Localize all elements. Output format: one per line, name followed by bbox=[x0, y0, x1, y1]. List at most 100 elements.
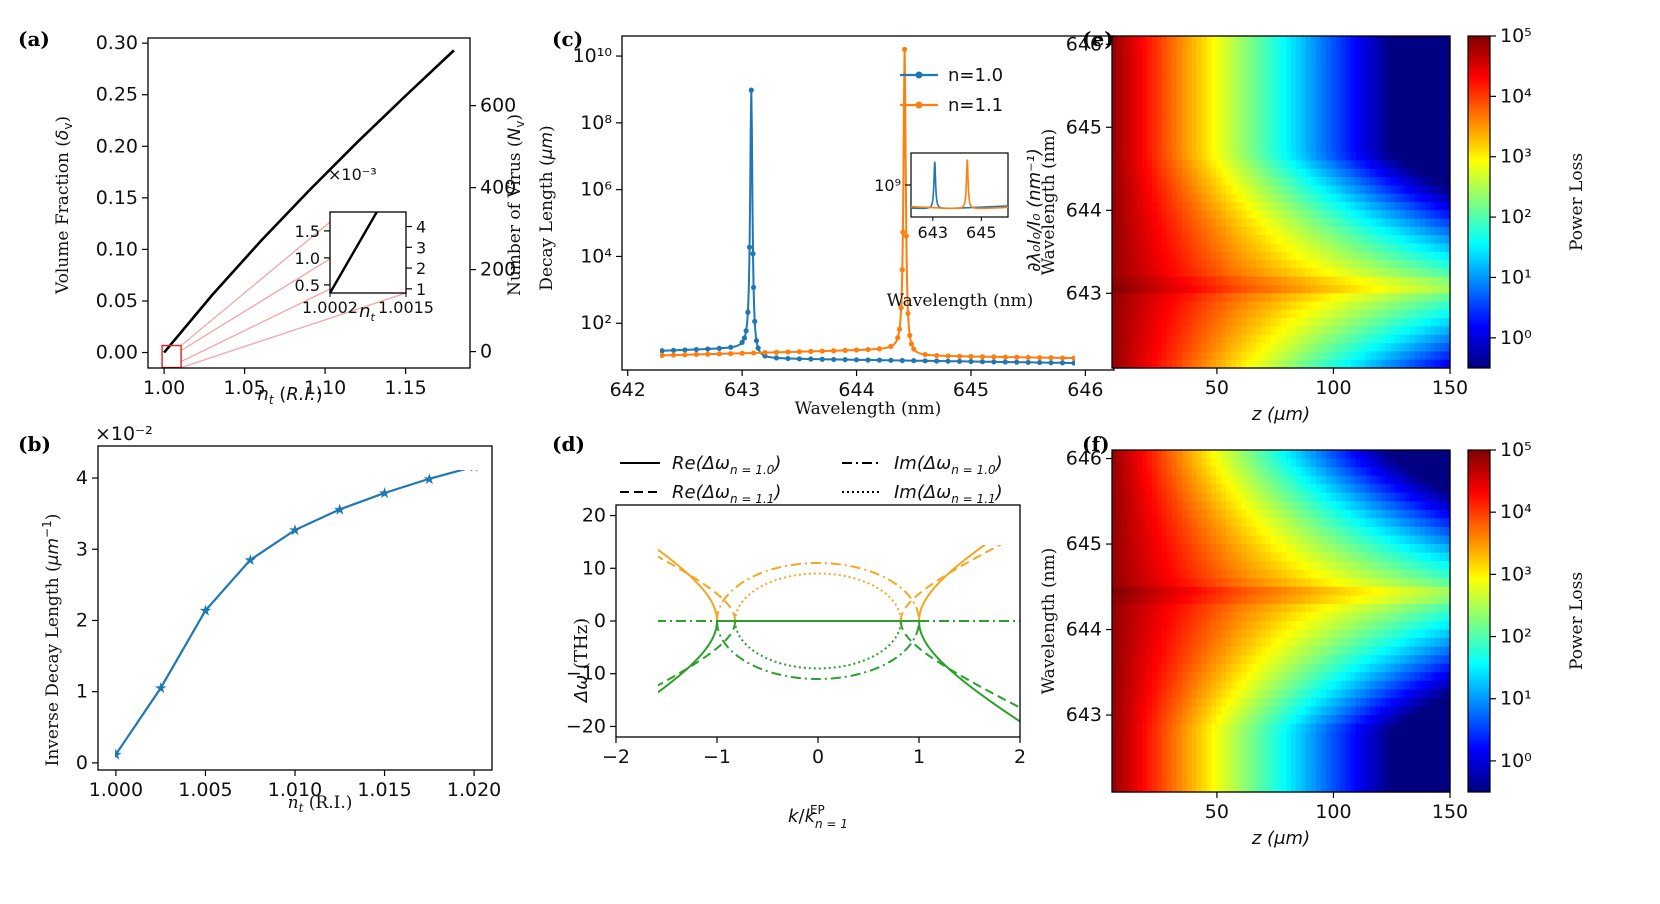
panel-e-heatmap-cell bbox=[1335, 52, 1342, 62]
panel-e-heatmap-cell bbox=[1300, 152, 1307, 162]
panel-e-heatmap-cell bbox=[1221, 218, 1227, 228]
panel-e-heatmap-cell bbox=[1335, 276, 1342, 286]
panel-e-heatmap-cell bbox=[1211, 251, 1217, 261]
panel-e-heatmap-cell bbox=[1211, 85, 1217, 95]
panel-f-heatmap-cell bbox=[1112, 655, 1118, 665]
panel-e-heatmap-cell bbox=[1385, 60, 1391, 70]
panel-f-heatmap-cell bbox=[1285, 655, 1292, 665]
panel-e-heatmap-cell bbox=[1435, 285, 1441, 294]
panel-e-heatmap-cell bbox=[1315, 226, 1322, 236]
panel-e-heatmap-cell bbox=[1241, 268, 1247, 278]
panel-e-heatmap-cell bbox=[1395, 243, 1401, 253]
panel-e-heatmap-cell bbox=[1410, 268, 1416, 278]
panel-f-heatmap-cell bbox=[1112, 458, 1118, 468]
panel-e-heatmap-cell bbox=[1345, 52, 1352, 62]
panel-f-heatmap-cell bbox=[1390, 612, 1396, 622]
panel-f-heatmap-cell bbox=[1121, 552, 1128, 562]
panel-e-heatmap-cell bbox=[1290, 251, 1297, 261]
panel-e-heatmap-cell bbox=[1146, 77, 1153, 87]
panel-e-heatmap-cell bbox=[1345, 276, 1352, 286]
panel-f-heatmap-cell bbox=[1440, 561, 1446, 571]
panel-e-heatmap-cell bbox=[1300, 293, 1307, 303]
panel-e-heatmap-cell bbox=[1325, 94, 1332, 103]
panel-f-heatmap-cell bbox=[1305, 518, 1312, 528]
panel-f-heatmap-cell bbox=[1241, 595, 1247, 605]
panel-e-heatmap-cell bbox=[1126, 285, 1133, 294]
panel-e-heatmap-cell bbox=[1131, 135, 1138, 145]
panel-f-heatmap-cell bbox=[1325, 552, 1332, 562]
panel-f-heatmap-cell bbox=[1196, 612, 1203, 622]
panel-f-heatmap-cell bbox=[1360, 680, 1367, 690]
panel-f-heatmap-cell bbox=[1161, 586, 1168, 596]
panel-f-heatmap-cell bbox=[1156, 672, 1163, 682]
panel-f-heatmap-cell bbox=[1335, 509, 1342, 519]
panel-f-heatmap-cell bbox=[1246, 629, 1252, 639]
panel-e-heatmap-cell bbox=[1151, 185, 1158, 195]
panel-e-heatmap-cell bbox=[1315, 160, 1322, 170]
panel-e-heatmap-cell bbox=[1325, 135, 1332, 145]
panel-e-heatmap-cell bbox=[1131, 260, 1138, 269]
panel-e-heatmap-cell bbox=[1166, 334, 1173, 344]
panel-e-heatmap-cell bbox=[1365, 218, 1372, 228]
panel-e-heatmap-cell bbox=[1236, 210, 1242, 220]
panel-f-heatmap-cell bbox=[1315, 467, 1322, 477]
panel-e-heatmap-cell bbox=[1405, 44, 1411, 54]
panel-c-ytick-label: 10⁸ bbox=[580, 112, 612, 134]
panel-e-heatmap-cell bbox=[1375, 343, 1382, 352]
panel-e-heatmap-cell bbox=[1241, 135, 1247, 145]
panel-e-heatmap-cell bbox=[1261, 268, 1267, 278]
panel-f-heatmap-cell bbox=[1340, 492, 1347, 502]
panel-f-heatmap-cell bbox=[1136, 663, 1143, 673]
panel-e-heatmap-cell bbox=[1310, 210, 1317, 220]
panel-f-heatmap-cell bbox=[1251, 458, 1257, 468]
panel-e-heatmap-cell bbox=[1425, 77, 1431, 87]
panel-f-heatmap-cell bbox=[1335, 450, 1342, 460]
panel-c-data-point bbox=[1094, 361, 1099, 366]
panel-e-heatmap-cell bbox=[1121, 293, 1128, 303]
panel-f-heatmap-cell bbox=[1121, 467, 1128, 477]
panel-f-heatmap-cell bbox=[1425, 458, 1431, 468]
panel-f-heatmap-cell bbox=[1425, 509, 1431, 519]
panel-f-heatmap-cell bbox=[1141, 655, 1148, 665]
panel-e-heatmap-cell bbox=[1281, 210, 1287, 220]
panel-f-heatmap-cell bbox=[1151, 621, 1158, 631]
panel-e-heatmap-cell bbox=[1350, 85, 1357, 95]
panel-f-heatmap-cell bbox=[1285, 492, 1292, 502]
panel-f-heatmap-cell bbox=[1141, 612, 1148, 622]
panel-f-heatmap-cell bbox=[1415, 638, 1421, 648]
panel-e-heatmap-cell bbox=[1116, 94, 1123, 103]
panel-e-heatmap-cell bbox=[1191, 334, 1198, 344]
panel-e-heatmap-cell bbox=[1151, 285, 1158, 294]
panel-e-heatmap-cell bbox=[1271, 326, 1277, 336]
panel-e-heatmap-cell bbox=[1126, 102, 1133, 112]
panel-f-heatmap-cell bbox=[1246, 603, 1252, 614]
panel-f-heatmap-cell bbox=[1300, 586, 1307, 596]
panel-f-heatmap-cell bbox=[1176, 544, 1183, 554]
panel-f-heatmap-cell bbox=[1390, 518, 1396, 528]
panel-e-heatmap-cell bbox=[1355, 193, 1362, 203]
panel-e-heatmap-cell bbox=[1171, 260, 1178, 269]
panel-e-heatmap-cell bbox=[1295, 260, 1302, 269]
panel-f-heatmap-cell bbox=[1251, 586, 1257, 596]
panel-f-heatmap-cell bbox=[1295, 655, 1302, 665]
panel-e-heatmap-cell bbox=[1281, 285, 1287, 294]
panel-f-heatmap-cell bbox=[1385, 672, 1391, 682]
panel-f-heatmap-cell bbox=[1196, 655, 1203, 665]
panel-e-heatmap-cell bbox=[1256, 210, 1262, 220]
panel-f-heatmap-cell bbox=[1405, 492, 1411, 502]
panel-e-heatmap-cell bbox=[1435, 218, 1441, 228]
panel-f-heatmap-cell bbox=[1176, 680, 1183, 690]
panel-e-heatmap-cell bbox=[1116, 351, 1123, 361]
panel-f-heatmap-cell bbox=[1141, 475, 1148, 485]
panel-f-heatmap-cell bbox=[1166, 603, 1173, 614]
panel-c-data-point bbox=[896, 326, 903, 332]
panel-e-heatmap-cell bbox=[1320, 143, 1327, 153]
panel-f-heatmap-cell bbox=[1181, 638, 1188, 648]
panel-f-heatmap-cell bbox=[1171, 621, 1178, 631]
panel-e-heatmap-cell bbox=[1340, 110, 1347, 120]
panel-f-heatmap-cell bbox=[1430, 612, 1436, 622]
panel-f-heatmap-cell bbox=[1236, 492, 1242, 502]
panel-e-heatmap-cell bbox=[1445, 127, 1451, 137]
panel-e-heatmap-cell bbox=[1445, 251, 1451, 261]
panel-e-heatmap-cell bbox=[1395, 69, 1401, 79]
